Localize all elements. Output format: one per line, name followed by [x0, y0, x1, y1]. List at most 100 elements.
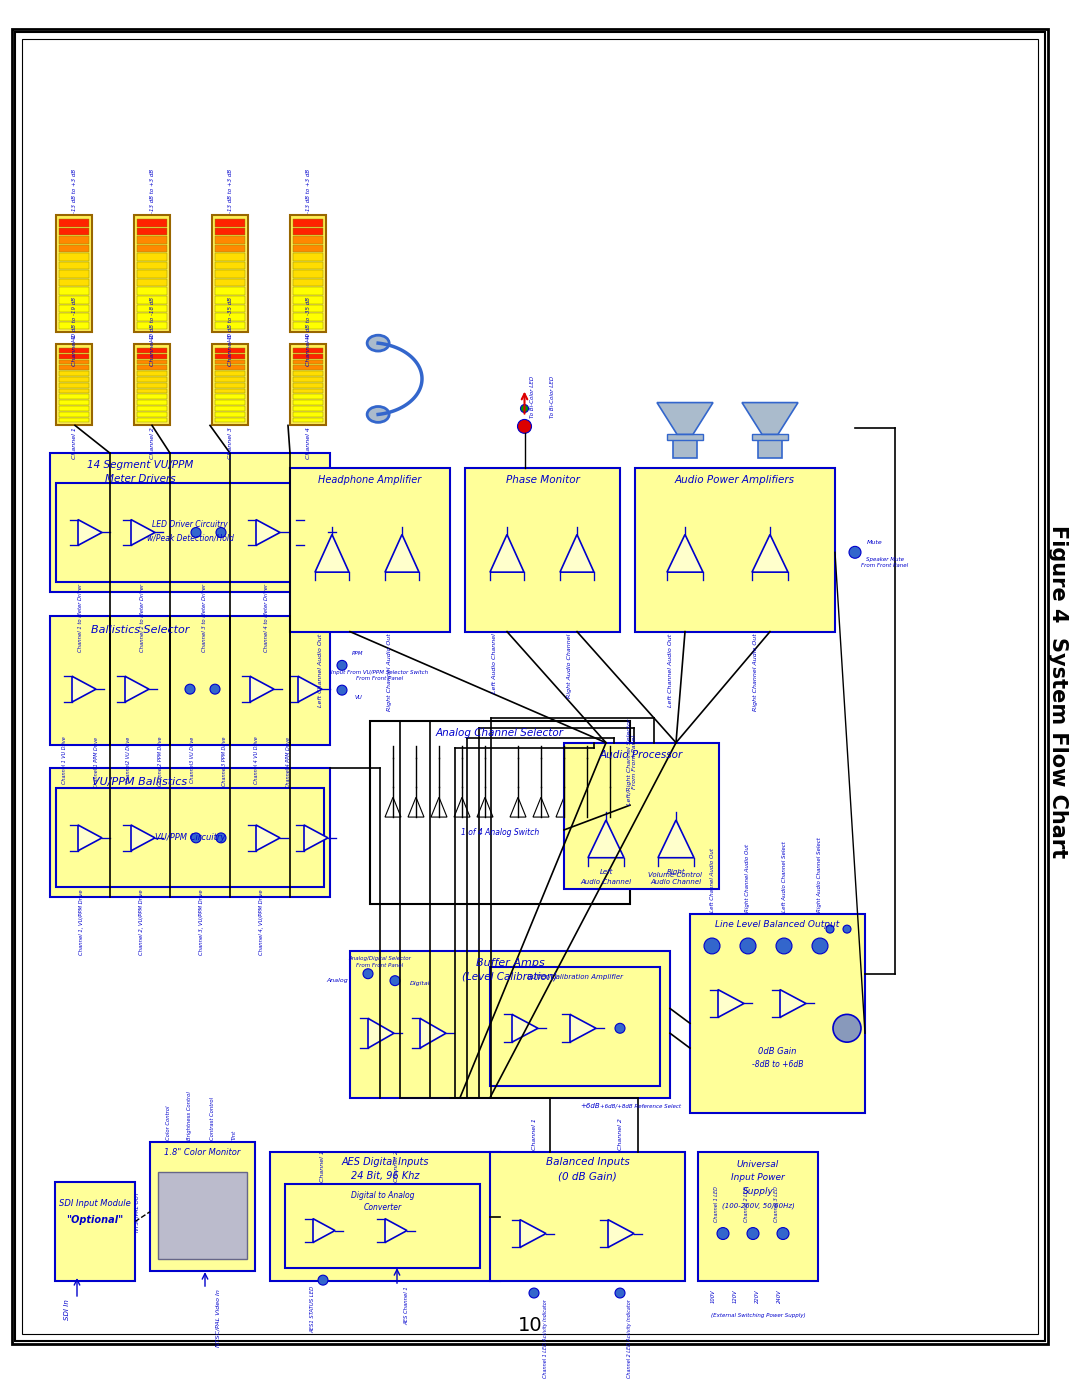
Bar	[293, 407, 323, 411]
Polygon shape	[512, 1014, 538, 1042]
Bar	[137, 321, 167, 330]
Text: To Bi-Color LED: To Bi-Color LED	[550, 376, 555, 419]
Text: SDI Input Module: SDI Input Module	[59, 1199, 131, 1208]
Text: Channel 1: Channel 1	[321, 1150, 325, 1182]
Text: Analog: Analog	[326, 978, 348, 983]
Circle shape	[390, 975, 400, 986]
Text: Right Channel Audio Out: Right Channel Audio Out	[753, 634, 757, 711]
Bar	[59, 353, 89, 359]
Bar	[215, 359, 245, 365]
Bar	[137, 388, 167, 394]
Text: Channel 1: Channel 1	[71, 427, 77, 460]
Text: 24 Bit, 96 Khz: 24 Bit, 96 Khz	[351, 1171, 419, 1180]
Bar	[293, 412, 323, 416]
Bar	[293, 271, 323, 278]
Text: -13 dB to +3 dB: -13 dB to +3 dB	[149, 169, 154, 214]
Bar	[370, 721, 630, 904]
Polygon shape	[742, 402, 798, 434]
Polygon shape	[420, 1018, 446, 1048]
Text: Balanced Inputs: Balanced Inputs	[545, 1157, 630, 1166]
Polygon shape	[315, 535, 349, 573]
Text: Channel 2: Channel 2	[618, 1119, 622, 1150]
Circle shape	[826, 925, 834, 933]
Bar	[59, 288, 89, 295]
Bar	[137, 305, 167, 312]
Bar	[59, 228, 89, 235]
Bar	[293, 377, 323, 381]
Text: -13 dB to +3 dB: -13 dB to +3 dB	[71, 169, 77, 214]
Text: Brightness Control: Brightness Control	[188, 1091, 192, 1140]
Circle shape	[659, 834, 691, 866]
Text: From Front Panel: From Front Panel	[356, 964, 404, 968]
Text: Channel3 PPM Drive: Channel3 PPM Drive	[221, 736, 227, 787]
Text: Channel 1, VU/PPM Drive: Channel 1, VU/PPM Drive	[80, 890, 84, 956]
Bar	[215, 366, 245, 370]
Ellipse shape	[367, 407, 389, 422]
Text: Left: Left	[599, 869, 612, 875]
Text: +6dB/+8dB Reference Select: +6dB/+8dB Reference Select	[599, 1104, 680, 1108]
Text: Channel 2, VU/PPM Drive: Channel 2, VU/PPM Drive	[139, 890, 145, 956]
Text: Channel 1 LED Activity Indicator: Channel 1 LED Activity Indicator	[542, 1299, 548, 1377]
Polygon shape	[131, 520, 156, 545]
Polygon shape	[602, 798, 618, 817]
Text: Channel 4, VU/PPM Drive: Channel 4, VU/PPM Drive	[259, 890, 265, 956]
Bar	[59, 348, 89, 353]
Circle shape	[615, 1288, 625, 1298]
Bar	[350, 951, 670, 1098]
Bar	[270, 1153, 500, 1281]
Bar	[59, 305, 89, 312]
Polygon shape	[125, 676, 149, 703]
Bar	[698, 1153, 818, 1281]
Bar	[59, 400, 89, 405]
Bar	[293, 261, 323, 270]
Text: Channel 4: Channel 4	[306, 334, 311, 366]
Text: -40 dB to -35 dB: -40 dB to -35 dB	[306, 298, 311, 342]
Text: Channel 3: Channel 3	[228, 334, 232, 366]
Polygon shape	[658, 820, 694, 858]
Text: VU: VU	[354, 694, 362, 700]
Bar	[215, 388, 245, 394]
Circle shape	[216, 528, 226, 538]
Bar	[137, 313, 167, 321]
Text: LED Driver Circuitry: LED Driver Circuitry	[152, 520, 228, 529]
Bar	[59, 377, 89, 381]
Text: -40 dB to -18 dB: -40 dB to -18 dB	[149, 298, 154, 342]
Circle shape	[615, 1024, 625, 1034]
Bar	[137, 412, 167, 416]
Text: Channel 1 VU Drive: Channel 1 VU Drive	[62, 736, 67, 785]
Bar	[137, 407, 167, 411]
Bar	[137, 261, 167, 270]
Text: Right Channel Audio Out: Right Channel Audio Out	[388, 634, 392, 711]
Bar	[285, 1183, 480, 1268]
Bar	[758, 439, 782, 458]
Bar	[59, 236, 89, 244]
Bar	[50, 616, 330, 745]
Text: Left Audio Channel: Left Audio Channel	[492, 634, 498, 693]
Text: Headphone Amplifier: Headphone Amplifier	[319, 475, 421, 485]
Text: Audio Power Amplifiers: Audio Power Amplifiers	[675, 475, 795, 485]
Text: Buffer/Calibration Amplifier: Buffer/Calibration Amplifier	[527, 974, 623, 979]
Text: -40 dB to -19 dB: -40 dB to -19 dB	[71, 298, 77, 342]
Bar	[490, 1153, 685, 1281]
Circle shape	[318, 1275, 328, 1285]
Bar	[215, 244, 245, 253]
Bar	[59, 383, 89, 387]
Bar	[137, 296, 167, 303]
Text: Universal: Universal	[737, 1160, 779, 1169]
Circle shape	[717, 1228, 729, 1239]
Bar	[293, 313, 323, 321]
Bar	[291, 468, 450, 631]
Bar	[59, 261, 89, 270]
Bar	[59, 271, 89, 278]
Circle shape	[210, 685, 220, 694]
Bar	[59, 412, 89, 416]
Text: Input Power: Input Power	[731, 1173, 785, 1182]
Text: Channel3 VU Drive: Channel3 VU Drive	[189, 736, 194, 782]
Text: 0dB Gain: 0dB Gain	[758, 1046, 797, 1056]
Polygon shape	[490, 535, 524, 573]
Text: Tint: Tint	[231, 1130, 237, 1140]
Bar	[137, 394, 167, 400]
Polygon shape	[556, 798, 572, 817]
Text: Left Channel Audio Out: Left Channel Audio Out	[318, 634, 323, 707]
Bar	[59, 372, 89, 376]
